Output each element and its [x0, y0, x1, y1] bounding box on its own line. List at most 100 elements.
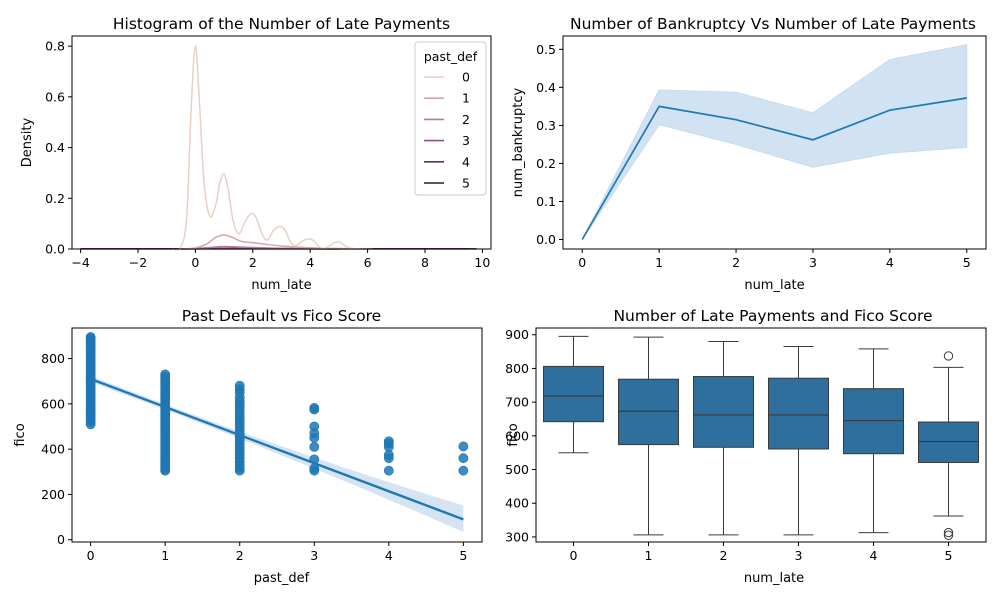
y-tick-label: 600 — [505, 428, 529, 443]
box-marks — [543, 335, 979, 540]
x-ticks: −4 −2 0 2 4 6 8 10 — [71, 249, 490, 270]
y-tick-label: 800 — [505, 361, 529, 376]
box-iqr — [768, 377, 829, 450]
y-tick-label: 0.6 — [45, 89, 65, 104]
scatter-point — [458, 465, 469, 476]
x-tick-label: 6 — [364, 255, 372, 270]
x-ticks: 0 1 2 3 4 5 — [570, 542, 953, 563]
legend-label: 4 — [462, 154, 470, 169]
plot-frame — [71, 327, 483, 543]
y-tick-label: 0.4 — [45, 140, 65, 155]
y-tick-label: 0 — [57, 532, 65, 547]
x-tick-label: 0 — [191, 255, 199, 270]
x-tick-label: 2 — [249, 255, 257, 270]
legend-frame — [414, 41, 487, 196]
scatter-point — [160, 369, 171, 380]
x-tick-label: 4 — [886, 255, 894, 270]
y-tick-label: 600 — [41, 396, 65, 411]
plot-frame — [535, 327, 987, 543]
chart-title: Histogram of the Number of Late Payments — [113, 15, 450, 33]
y-tick-label: 0.2 — [536, 156, 556, 171]
x-tick-label: 1 — [645, 548, 653, 563]
y-tick-label: 900 — [505, 327, 529, 342]
line-with-ci — [581, 44, 968, 240]
legend-label: 2 — [462, 112, 470, 127]
chart-title: Number of Bankruptcy Vs Number of Late P… — [570, 15, 976, 33]
y-ticks: 300 400 500 600 700 800 900 — [505, 327, 536, 544]
x-tick-label: 10 — [474, 255, 490, 270]
box-iqr — [918, 421, 979, 463]
y-tick-label: 200 — [41, 487, 65, 502]
scatter-panel: Past Default vs Fico Score 0 1 2 3 4 5 0 200 40… — [13, 307, 483, 586]
kde-line-past-def-2 — [181, 245, 339, 250]
boxplot-panel: Number of Late Payments and Fico Score 0… — [505, 307, 987, 586]
x-tick-label: 4 — [306, 255, 314, 270]
scatter-point — [309, 421, 320, 432]
x-tick-label: 3 — [809, 255, 817, 270]
box-iqr — [618, 378, 679, 446]
scatter-point — [458, 453, 469, 464]
x-tick-label: 5 — [459, 548, 467, 563]
box-iqr — [543, 365, 604, 423]
regression-line — [90, 377, 464, 521]
x-tick-label: 0 — [578, 255, 586, 270]
y-tick-label: 500 — [505, 462, 529, 477]
y-tick-label: 0.4 — [536, 80, 556, 95]
y-tick-label: 0.8 — [45, 39, 65, 54]
legend-title: past_def — [424, 49, 478, 64]
y-ticks: 0.0 0.2 0.4 0.6 0.8 — [45, 39, 72, 257]
kde-panel: Histogram of the Number of Late Payments… — [20, 15, 492, 293]
legend: past_def 0 1 2 3 4 5 — [414, 41, 487, 196]
x-tick-label: −2 — [129, 255, 147, 270]
x-axis-label: past_def — [254, 571, 310, 586]
scatter-marks — [85, 332, 469, 533]
y-ticks: 0 200 400 600 800 — [41, 351, 72, 547]
y-axis-label: num_bankruptcy — [511, 87, 526, 197]
legend-label: 1 — [462, 91, 470, 106]
plot-frame — [71, 35, 492, 250]
scatter-point — [309, 441, 320, 452]
y-ticks: 0.0 0.1 0.2 0.3 0.4 0.5 — [536, 42, 563, 247]
chart-title: Past Default vs Fico Score — [182, 307, 381, 325]
x-tick-label: 3 — [795, 548, 803, 563]
legend-label: 5 — [462, 176, 470, 191]
mean-line — [581, 97, 967, 240]
x-tick-label: 0 — [87, 548, 95, 563]
y-tick-label: 700 — [505, 395, 529, 410]
scatter-point — [85, 332, 96, 342]
x-tick-label: 8 — [421, 255, 429, 270]
x-axis-label: num_late — [744, 571, 804, 586]
y-tick-label: 0.5 — [536, 42, 556, 57]
y-tick-label: 400 — [505, 496, 529, 511]
scatter-point — [383, 436, 394, 447]
y-axis-label: fico — [13, 423, 28, 446]
x-axis-label: num_late — [744, 278, 804, 293]
y-tick-label: 0.3 — [536, 118, 556, 133]
y-axis-label: Density — [20, 117, 35, 167]
y-tick-label: 0.2 — [45, 191, 65, 206]
scatter-point — [309, 403, 320, 413]
box-iqr — [693, 376, 754, 448]
legend-label: 3 — [462, 133, 470, 148]
scatter-point — [234, 380, 245, 391]
scatter-point — [383, 465, 394, 476]
x-tick-label: 4 — [870, 548, 878, 563]
x-tick-label: 3 — [310, 548, 318, 563]
bankruptcy-line-panel: Number of Bankruptcy Vs Number of Late P… — [511, 15, 987, 293]
x-tick-label: 5 — [945, 548, 953, 563]
outlier-point — [943, 527, 954, 538]
plot-frame — [562, 35, 987, 250]
x-tick-label: −4 — [71, 255, 89, 270]
y-tick-label: 400 — [41, 442, 65, 457]
x-ticks: 0 1 2 3 4 5 — [578, 249, 971, 270]
y-tick-label: 0.1 — [536, 194, 556, 209]
outlier-point — [943, 351, 954, 361]
outlier-point — [943, 530, 954, 540]
y-axis-label: fico — [506, 423, 521, 446]
kde-line-past-def-0 — [172, 45, 374, 251]
legend-label: 0 — [462, 70, 470, 85]
x-tick-label: 4 — [385, 548, 393, 563]
x-tick-label: 1 — [655, 255, 663, 270]
y-tick-label: 800 — [41, 351, 65, 366]
